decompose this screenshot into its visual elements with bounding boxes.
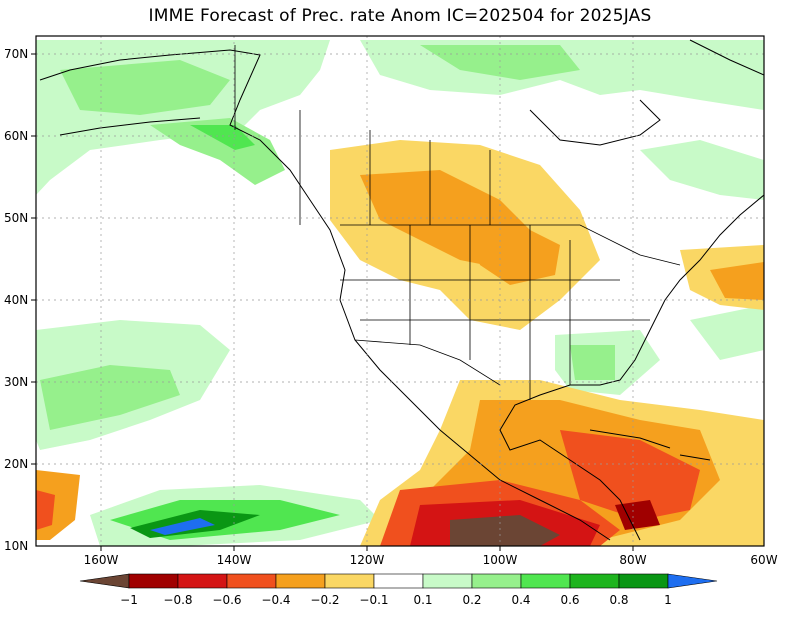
map-title: IMME Forecast of Prec. rate Anom IC=2025… (148, 6, 652, 26)
lon-label: 160W (84, 553, 119, 567)
colorbar-tick-label: −0.2 (310, 593, 339, 607)
colorbar-tick-label: −0.4 (261, 593, 290, 607)
lat-label: 60N (4, 129, 28, 143)
green-area-pacific-inner (40, 365, 180, 430)
coast-hudson (529, 99, 661, 146)
colorbar-segment (177, 573, 228, 589)
colorbar-segment (618, 573, 669, 589)
colorbar-segment (275, 573, 326, 589)
green-area-alaska-inner (60, 60, 230, 115)
map-panel: 70N 60N 50N 40N 30N 20N 10N 160W 140W 12… (4, 35, 778, 567)
dry-area-central-pacific-core (36, 490, 55, 530)
coast-east (499, 194, 764, 541)
border-us-canada (340, 224, 681, 266)
colorbar-tick-label: −0.1 (359, 593, 388, 607)
lat-label: 40N (4, 293, 28, 307)
green-area-hudson (640, 140, 764, 200)
lon-label: 60W (750, 553, 777, 567)
lon-label: 100W (483, 553, 518, 567)
colorbar-tick-label: −1 (120, 593, 138, 607)
colorbar-segment (422, 573, 473, 589)
blue-area-itcz (150, 518, 215, 535)
colorbar-segment (324, 573, 375, 589)
dry-area-caribbean-peak (615, 500, 660, 530)
tick-marks (31, 53, 634, 551)
colorbar-tick-label: 0.4 (511, 593, 530, 607)
anomaly-shading (36, 40, 764, 546)
province-lines (299, 110, 491, 225)
green-area-atlantic (690, 305, 764, 360)
lat-label: 70N (4, 47, 28, 61)
dry-area-northeast-core (710, 262, 764, 300)
colorbar-segment (471, 573, 522, 589)
green-area-gulf-alaska (150, 118, 285, 185)
colorbar-tick-label: 0.6 (560, 593, 579, 607)
colorbar-tick-label: −0.8 (163, 593, 192, 607)
longitude-labels: 160W 140W 120W 100W 80W 60W (84, 553, 778, 567)
lon-label: 120W (350, 553, 385, 567)
colorbar-tick-label: 1 (664, 593, 672, 607)
green-area-southeast-us-inner (570, 345, 615, 380)
map-frame (35, 35, 765, 547)
colorbar-legend: −1 −0.8 −0.6 −0.4 −0.2 −0.1 0.1 0.2 0.4 0.6 0.8 1 (79, 573, 718, 607)
colorbar-arrow-left (79, 573, 130, 589)
colorbar-arrow-right (667, 573, 718, 589)
lat-label: 30N (4, 375, 28, 389)
dry-area-upper-midwest (470, 225, 560, 285)
dry-area-caribbean (560, 430, 700, 520)
lat-label: 10N (4, 539, 28, 553)
colorbar-segment (520, 573, 571, 589)
gridlines (36, 36, 764, 546)
coast-alaska (39, 49, 611, 541)
border-us-mexico (354, 339, 501, 386)
green-area-gulf-alaska-core (190, 125, 255, 150)
coast-greenland (689, 39, 764, 76)
colorbar-segment (373, 573, 424, 589)
colorbar-segment (569, 573, 620, 589)
lat-label: 50N (4, 211, 28, 225)
lon-label: 80W (619, 553, 646, 567)
coast-hispaniola (679, 454, 711, 461)
lat-label: 20N (4, 457, 28, 471)
colorbar-segment (226, 573, 277, 589)
coastlines (39, 39, 764, 541)
colorbar-tick-label: −0.6 (212, 593, 241, 607)
dry-area-eastern-pacific-peak (450, 515, 560, 546)
political-borders (234, 45, 681, 400)
coast-aleutians (59, 117, 201, 136)
coast-cuba (589, 429, 671, 449)
colorbar-segment (128, 573, 179, 589)
colorbar-tick-label: 0.1 (413, 593, 432, 607)
latitude-labels: 70N 60N 50N 40N 30N 20N 10N (4, 47, 28, 553)
colorbar-tick-label: 0.2 (462, 593, 481, 607)
lon-label: 140W (217, 553, 252, 567)
state-lines (340, 225, 650, 400)
colorbar-tick-label: 0.8 (609, 593, 628, 607)
